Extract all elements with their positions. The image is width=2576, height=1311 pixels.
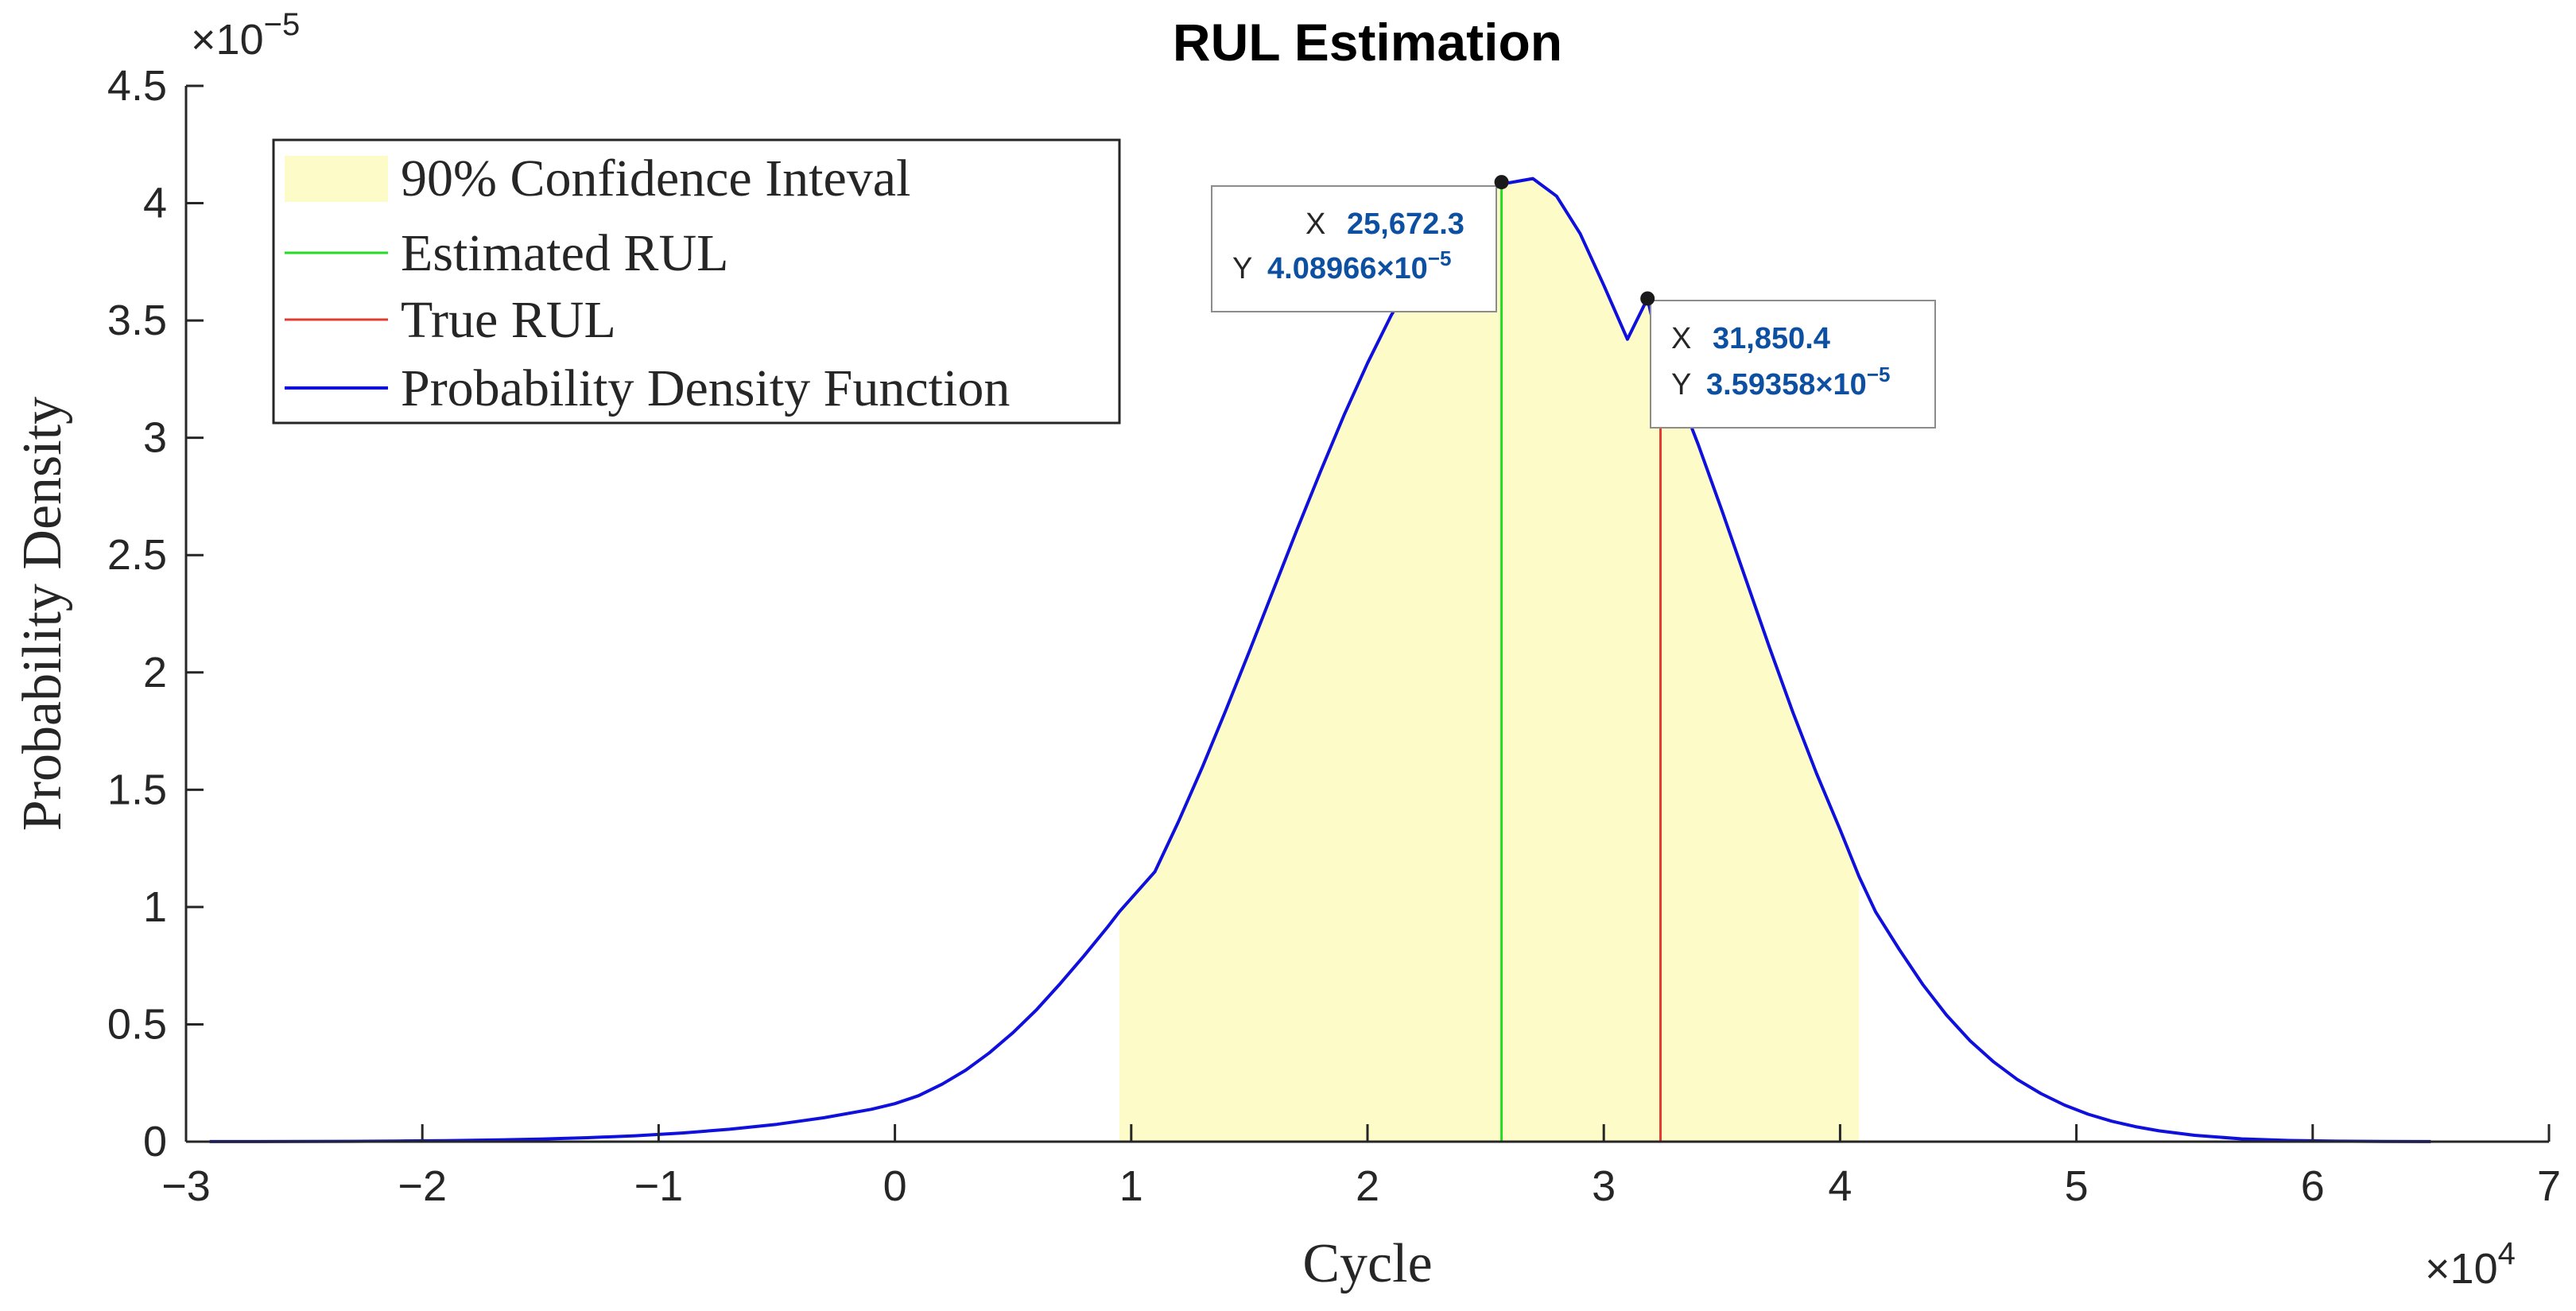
y-tick-label: 2.5 bbox=[107, 531, 167, 579]
x-tick-label: −3 bbox=[161, 1162, 211, 1210]
legend-label-estimated: Estimated RUL bbox=[401, 224, 728, 282]
datatip-y-key: Y bbox=[1671, 368, 1691, 401]
legend-swatch-ci bbox=[285, 156, 388, 202]
legend-label-pdf: Probability Density Function bbox=[401, 359, 1010, 417]
y-tick-label: 2 bbox=[143, 649, 167, 696]
x-tick-label: 0 bbox=[883, 1162, 907, 1210]
true-rul-datatip[interactable]: X 31,850.4 Y 3.59358×10−5 bbox=[1640, 291, 1936, 429]
x-tick-label: 3 bbox=[1592, 1162, 1616, 1210]
y-tick-label: 0 bbox=[143, 1118, 167, 1166]
y-tick-label: 4 bbox=[143, 180, 167, 227]
x-tick-label: 5 bbox=[2065, 1162, 2089, 1210]
x-exponent-label: ×104 bbox=[2425, 1236, 2516, 1293]
x-ticks: −3 −2 −1 0 1 2 3 4 5 6 7 bbox=[161, 1124, 2561, 1210]
y-tick-label: 1.5 bbox=[107, 766, 167, 813]
x-tick-label: −2 bbox=[398, 1162, 447, 1210]
x-tick-label: −1 bbox=[634, 1162, 684, 1210]
x-tick-label: 1 bbox=[1119, 1162, 1143, 1210]
datatip-x-value: 31,850.4 bbox=[1713, 322, 1830, 355]
datatip-y-value: 4.08966×10−5 bbox=[1267, 246, 1451, 285]
y-tick-label: 4.5 bbox=[107, 62, 167, 110]
x-tick-label: 7 bbox=[2537, 1162, 2561, 1210]
y-tick-label: 3 bbox=[143, 414, 167, 462]
datatip-x-key: X bbox=[1671, 322, 1691, 355]
y-tick-label: 1 bbox=[143, 883, 167, 931]
chart-title: RUL Estimation bbox=[1173, 13, 1562, 72]
y-axis-label: Probability Density bbox=[12, 397, 73, 831]
y-ticks: 0 0.5 1 1.5 2 2.5 3 3.5 4 4.5 bbox=[107, 62, 204, 1166]
datatip-y-value: 3.59358×10−5 bbox=[1706, 363, 1890, 401]
datatip-y-key: Y bbox=[1232, 252, 1252, 285]
x-tick-label: 2 bbox=[1356, 1162, 1379, 1210]
datatip-box bbox=[1211, 185, 1497, 312]
y-tick-label: 3.5 bbox=[107, 297, 167, 344]
x-tick-label: 6 bbox=[2301, 1162, 2325, 1210]
datatip-box bbox=[1650, 300, 1936, 429]
estimated-rul-datatip[interactable]: X 25,672.3 Y 4.08966×10−5 bbox=[1211, 175, 1509, 312]
x-axis-label: Cycle bbox=[1302, 1233, 1432, 1294]
legend-box bbox=[272, 138, 1121, 425]
datatip-x-key: X bbox=[1305, 208, 1325, 241]
datatip-point bbox=[1640, 291, 1655, 306]
datatip-point bbox=[1494, 175, 1509, 190]
legend-label-ci: 90% Confidence Inteval bbox=[401, 149, 910, 208]
datatip-x-value: 25,672.3 bbox=[1347, 208, 1465, 241]
y-tick-label: 0.5 bbox=[107, 1000, 167, 1048]
legend-label-true: True RUL bbox=[401, 291, 616, 349]
x-tick-label: 4 bbox=[1828, 1162, 1852, 1210]
legend: 90% Confidence Inteval Estimated RUL Tru… bbox=[272, 138, 1121, 425]
y-exponent-label: ×10−5 bbox=[191, 7, 300, 64]
